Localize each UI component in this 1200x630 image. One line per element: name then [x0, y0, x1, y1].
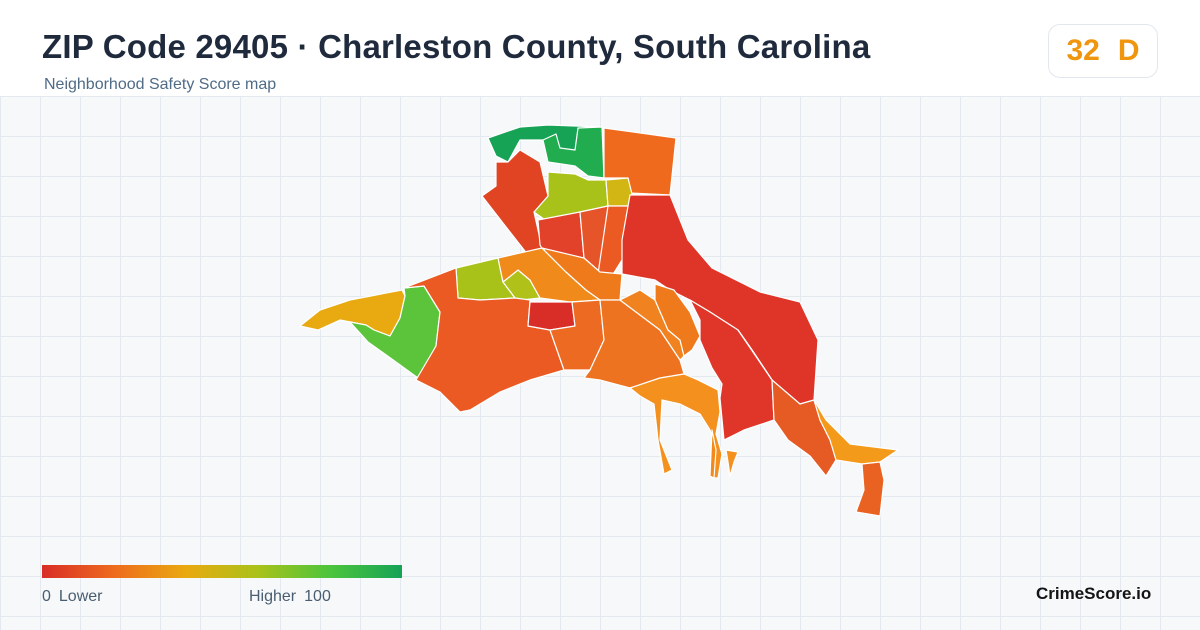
score-value: 32: [1066, 34, 1100, 67]
map-region-small-red[interactable]: [527, 301, 576, 331]
legend-min-value: 0: [42, 588, 51, 605]
legend-max-label: Higher: [249, 588, 297, 605]
legend-high: Higher 100: [249, 588, 339, 606]
map-region-southeast-orange[interactable]: [737, 329, 837, 477]
map-region-far-west-tail[interactable]: [299, 289, 406, 337]
legend-min-label: Lower: [58, 588, 103, 605]
legend-labels: 0 Lower Higher 100: [42, 588, 402, 608]
map-region-mid-pieces-2[interactable]: [654, 283, 701, 357]
map-region-north-inner[interactable]: [542, 126, 605, 179]
page-subtitle: Neighborhood Safety Score map: [44, 76, 277, 93]
map-region-yellow-east[interactable]: [605, 177, 633, 207]
map-region-northwest-strip[interactable]: [481, 149, 549, 256]
legend-color-bar: [42, 565, 402, 578]
legend-max-value: 100: [304, 588, 331, 605]
map-region-southwest-main[interactable]: [403, 267, 565, 413]
map-region-south-spike[interactable]: [725, 449, 739, 477]
map-region-south-light-orange[interactable]: [629, 373, 723, 479]
score-badge: 32 D: [1048, 24, 1158, 78]
map-region-far-southeast[interactable]: [855, 461, 885, 517]
header: ZIP Code 29405 · Charleston County, Sout…: [0, 0, 1200, 96]
brand-name: CrimeScore.io: [1036, 584, 1152, 603]
map-region-south-spike-2[interactable]: [709, 429, 717, 479]
score-grade: D: [1117, 34, 1140, 67]
page-title: ZIP Code 29405 · Charleston County, Sout…: [42, 28, 871, 65]
legend-low: 0 Lower: [42, 588, 110, 606]
